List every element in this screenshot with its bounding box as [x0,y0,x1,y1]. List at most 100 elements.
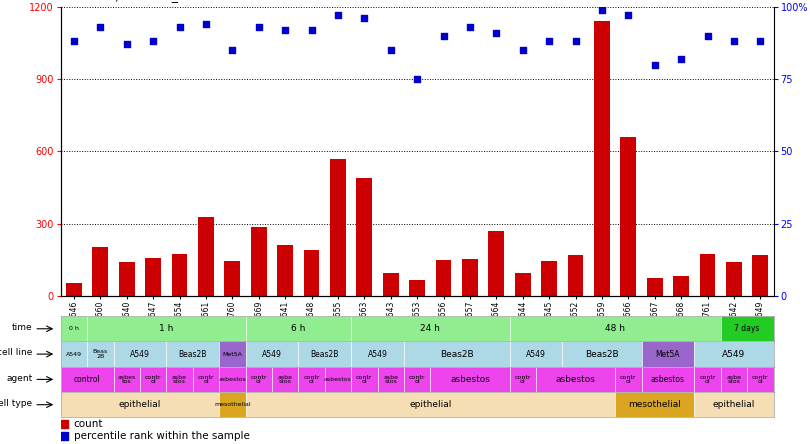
Bar [245,316,352,341]
Text: mesothelial: mesothelial [214,402,250,407]
Text: Beas2B: Beas2B [178,349,207,359]
Bar [113,367,140,392]
Text: epithelial: epithelial [713,400,755,409]
Bar [673,276,689,296]
Text: asbestos: asbestos [651,375,685,384]
Text: time: time [12,323,32,332]
Bar [377,367,404,392]
Text: 48 h: 48 h [605,324,625,333]
Text: cell line: cell line [0,349,32,357]
Text: A549: A549 [368,349,387,359]
Bar [145,258,161,296]
Bar [568,255,583,296]
Point [94,24,107,31]
Text: agent: agent [6,374,32,383]
Bar [224,261,241,296]
Text: A549: A549 [66,352,82,357]
Text: A549: A549 [526,349,546,359]
Text: mesothelial: mesothelial [629,400,681,409]
Text: 24 h: 24 h [420,324,441,333]
Bar [87,341,113,367]
Bar [272,367,298,392]
Bar [298,367,325,392]
Text: GDS2604 / 202127_at: GDS2604 / 202127_at [53,0,190,2]
Text: epithelial: epithelial [119,400,161,409]
Point [516,47,529,54]
Point [727,38,740,45]
Point [331,12,344,19]
Point [701,32,714,39]
Bar [298,341,352,367]
Bar [172,254,187,296]
Point [358,15,371,22]
Text: asbe
stos: asbe stos [727,375,741,384]
Point [147,38,160,45]
Text: contr
ol: contr ol [145,375,161,384]
Bar [747,367,774,392]
Text: 1 h: 1 h [159,324,173,333]
Text: contr
ol: contr ol [409,375,425,384]
Text: 6 h: 6 h [291,324,305,333]
Bar [66,283,82,296]
Bar [562,341,642,367]
Point [67,38,80,45]
Bar [726,262,742,296]
Bar [515,273,531,296]
Bar [488,231,505,296]
Bar [721,316,774,341]
Bar [694,367,721,392]
Bar [409,281,425,296]
Text: asbes
tos: asbes tos [117,375,136,384]
Text: contr
ol: contr ol [514,375,531,384]
Bar [620,137,637,296]
Bar [198,217,214,296]
Text: asbestos: asbestos [556,375,595,384]
Point [120,41,133,48]
Bar [404,341,509,367]
Bar [166,367,193,392]
Bar [220,367,245,392]
Text: control: control [74,375,100,384]
Bar [594,21,610,296]
Point [384,47,397,54]
Text: contr
ol: contr ol [620,375,637,384]
Bar [352,316,509,341]
Point [173,24,186,31]
Bar [642,341,694,367]
Text: Met5A: Met5A [223,352,242,357]
Point [305,26,318,33]
Bar [220,392,245,417]
Bar [383,273,399,296]
Point [279,26,292,33]
Bar [193,367,220,392]
Bar [113,341,166,367]
Point [443,266,456,274]
Bar [536,367,615,392]
Bar [61,392,220,417]
Bar [694,341,774,367]
Text: epithelial: epithelial [409,400,451,409]
Text: Beas2B: Beas2B [585,349,619,359]
Bar [61,367,113,392]
Text: contr
ol: contr ol [250,375,267,384]
Bar [61,341,87,367]
Point [226,47,239,54]
Bar [119,262,134,296]
Bar [509,316,721,341]
Bar [404,367,430,392]
Point [648,61,661,68]
Text: contr
ol: contr ol [303,375,320,384]
Text: contr
ol: contr ol [198,375,214,384]
Point [754,38,767,45]
Text: asbestos: asbestos [450,375,490,384]
Point [463,24,476,31]
Point [622,12,635,19]
Text: 7 days: 7 days [735,324,760,333]
Text: Beas
2B: Beas 2B [92,349,108,359]
Point [199,20,212,28]
Bar [87,316,245,341]
Text: asbe
stos: asbe stos [383,375,399,384]
Bar [541,261,557,296]
Bar [251,227,266,296]
Bar [462,259,478,296]
